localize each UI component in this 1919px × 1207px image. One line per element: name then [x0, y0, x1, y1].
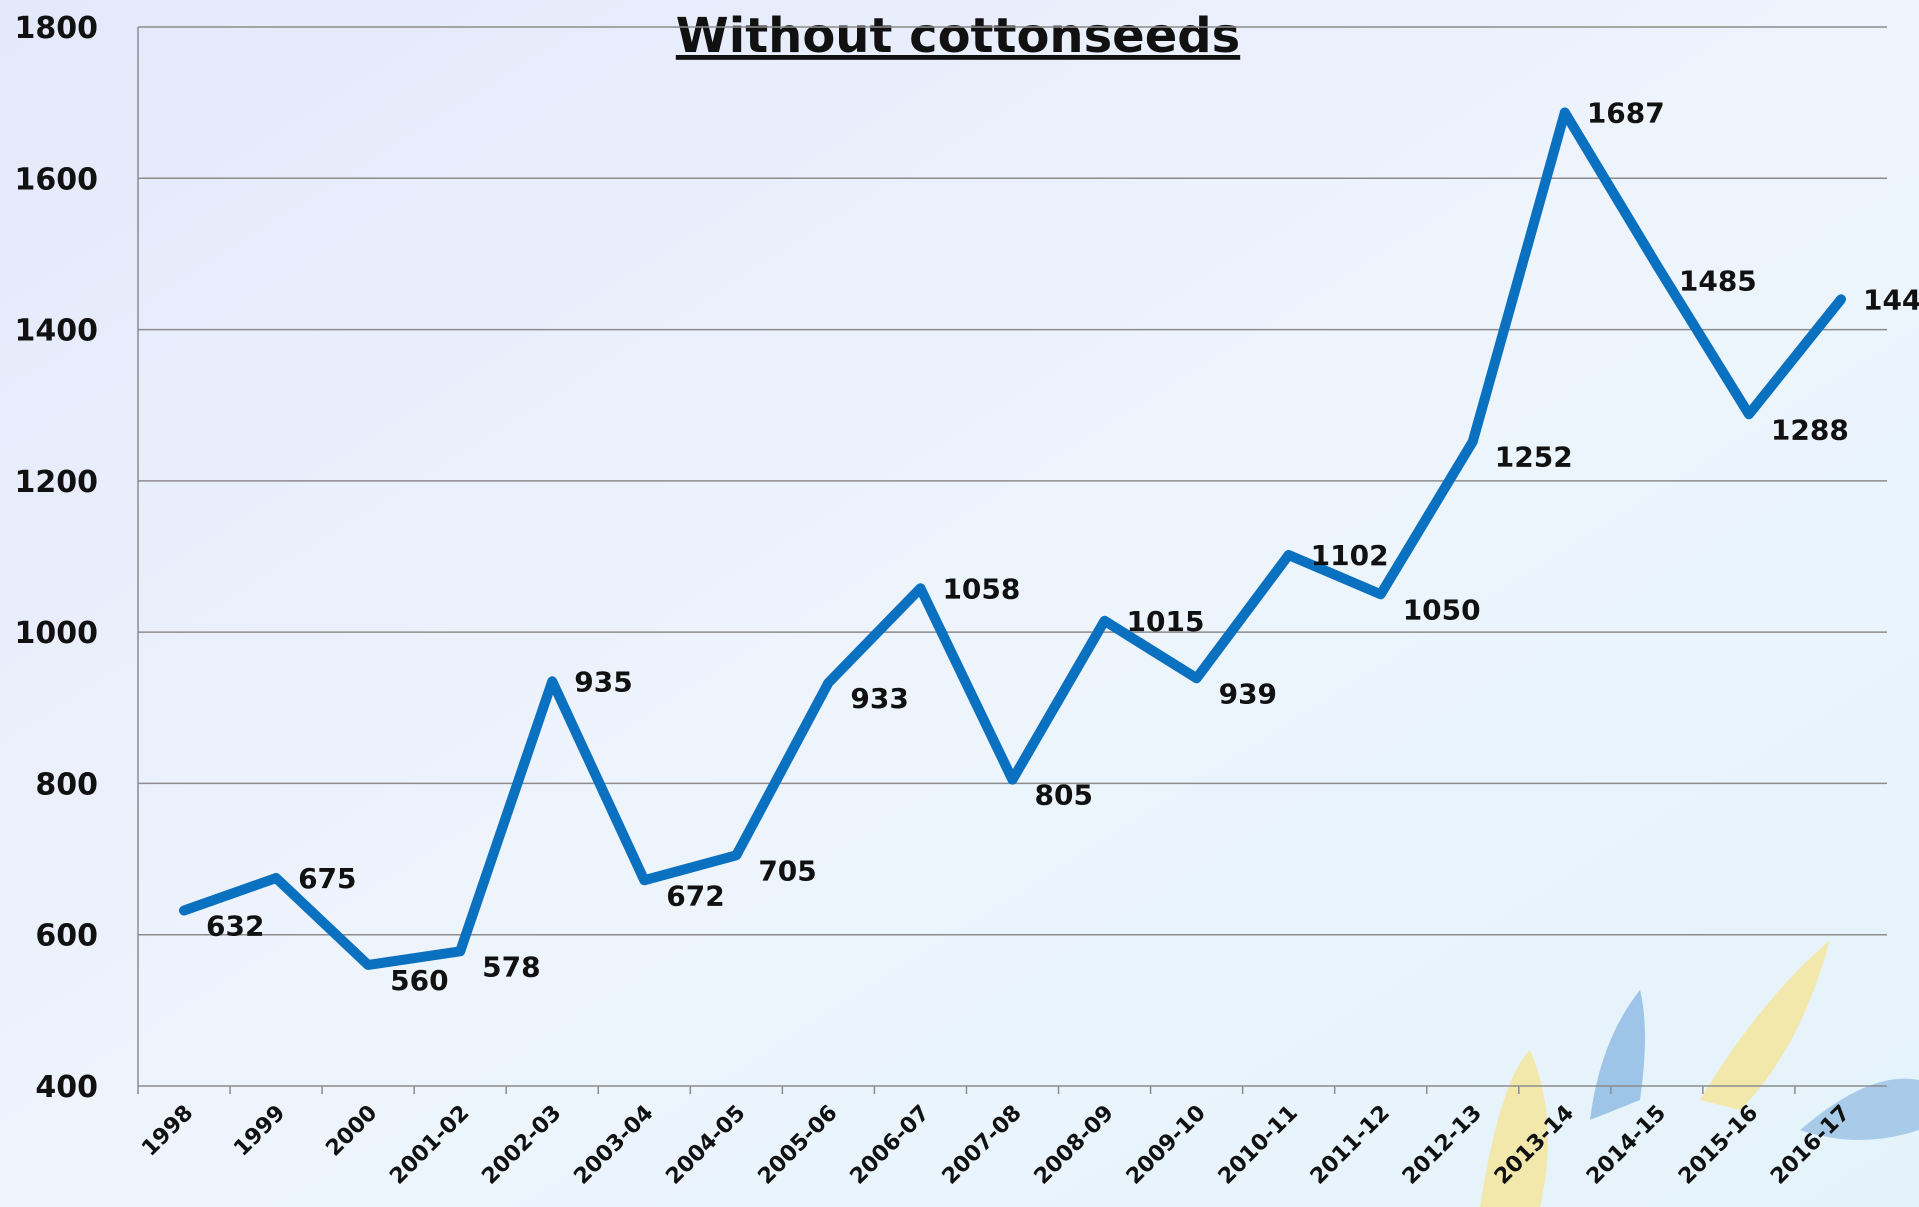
data-label: 578 [482, 950, 540, 983]
data-label: 933 [850, 682, 908, 715]
data-label: 1440 [1863, 283, 1919, 316]
y-tick-label: 600 [35, 919, 98, 954]
data-label: 1058 [942, 572, 1020, 605]
decor [1800, 1078, 1919, 1140]
decor [1590, 990, 1645, 1120]
y-tick-label: 1600 [15, 162, 99, 197]
data-label: 672 [666, 879, 724, 912]
y-tick-label: 1000 [15, 616, 99, 651]
data-label: 939 [1219, 677, 1277, 710]
decor [1700, 940, 1830, 1110]
y-tick-label: 1400 [15, 314, 99, 349]
data-label: 1050 [1403, 593, 1481, 626]
chart-title: Without cottonseeds [676, 8, 1240, 64]
data-label: 1102 [1311, 539, 1389, 572]
data-label: 705 [758, 854, 816, 887]
data-label: 1687 [1587, 96, 1665, 129]
data-label: 805 [1035, 779, 1093, 812]
data-label: 1288 [1771, 413, 1849, 446]
y-tick-label: 400 [35, 1070, 98, 1105]
y-tick-label: 1200 [15, 465, 99, 500]
data-label: 1485 [1679, 264, 1757, 297]
line [179, 107, 1846, 970]
y-tick-label: 800 [35, 767, 98, 802]
data-label: 560 [390, 964, 448, 997]
data-label: 675 [298, 862, 356, 895]
y-tick-label: 1800 [15, 11, 99, 46]
data-label: 1252 [1495, 441, 1573, 474]
data-label: 1015 [1127, 605, 1205, 638]
data-label: 935 [574, 665, 632, 698]
decor [1480, 1050, 1548, 1207]
data-label: 632 [206, 910, 264, 943]
